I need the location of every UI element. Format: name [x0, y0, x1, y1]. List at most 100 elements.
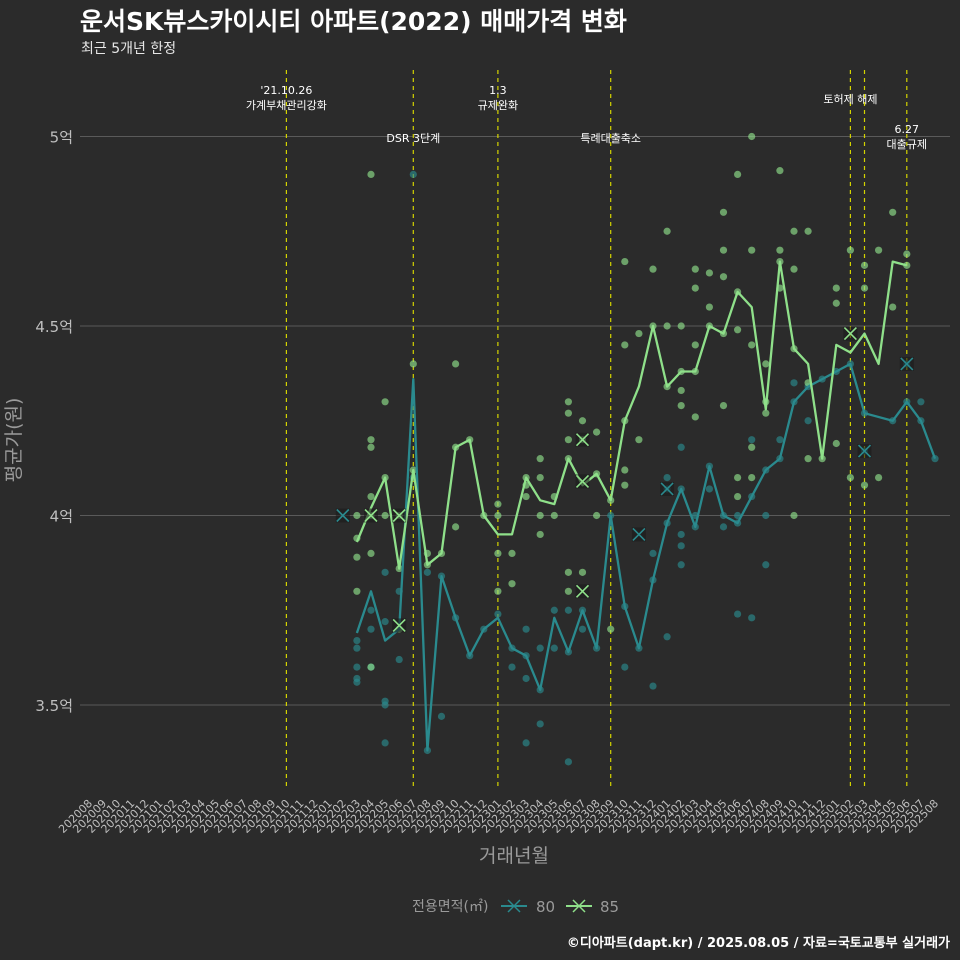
- data-point: [381, 697, 389, 705]
- data-point: [367, 549, 375, 558]
- data-point: [748, 132, 756, 141]
- data-point: [353, 663, 361, 671]
- y-tick-label: 3.5억: [35, 697, 73, 715]
- cross-marker: [575, 474, 590, 488]
- data-point: [423, 568, 431, 576]
- data-point: [381, 568, 389, 576]
- data-point: [776, 246, 784, 254]
- data-point: [564, 409, 573, 417]
- legend-key-85: [566, 899, 592, 913]
- data-point: [536, 644, 544, 652]
- axis-layer: 3.5억4억4.5억5억2020082020092020102020112020…: [35, 129, 941, 836]
- data-point: [748, 436, 756, 444]
- data-point: [776, 436, 784, 444]
- data-point: [367, 492, 375, 501]
- data-point: [353, 511, 361, 520]
- data-point: [536, 474, 544, 482]
- data-point: [719, 523, 728, 531]
- data-point: [762, 561, 770, 569]
- data-point: [748, 474, 756, 482]
- data-point: [860, 284, 869, 292]
- data-point: [536, 455, 544, 463]
- legend-label-80: 80: [536, 898, 555, 916]
- data-point: [734, 492, 742, 501]
- data-point: [437, 712, 446, 720]
- series-line-85: [355, 260, 908, 570]
- data-point: [550, 511, 558, 520]
- y-tick-label: 4억: [50, 508, 73, 526]
- data-point: [367, 663, 375, 671]
- data-point: [846, 246, 855, 254]
- cross-marker: [857, 444, 872, 458]
- legend-label-85: 85: [600, 898, 619, 916]
- data-point: [691, 413, 699, 421]
- data-point: [564, 568, 573, 576]
- data-point: [748, 443, 756, 451]
- data-point: [776, 167, 784, 175]
- legend: 전용면적(㎡) 80 85: [412, 898, 619, 916]
- data-point: [381, 398, 389, 406]
- data-point: [621, 663, 629, 671]
- data-point: [353, 587, 361, 595]
- data-point: [875, 246, 883, 254]
- y-tick-label: 5억: [50, 129, 73, 147]
- data-point: [452, 523, 460, 531]
- data-point: [734, 326, 742, 334]
- data-point: [494, 500, 502, 508]
- event-label: DSR 3단계: [386, 132, 440, 145]
- event-label: '21.10.26: [260, 84, 312, 97]
- data-point: [677, 443, 685, 451]
- data-point: [578, 625, 587, 633]
- data-point: [367, 443, 375, 451]
- data-point: [353, 644, 361, 652]
- data-point: [663, 474, 671, 482]
- data-point: [367, 436, 375, 444]
- grid-layer: [80, 136, 950, 706]
- series-line-80: [355, 362, 937, 752]
- data-point: [860, 481, 869, 489]
- cross-marker: [843, 327, 857, 341]
- data-point: [748, 341, 756, 349]
- data-point: [381, 618, 389, 626]
- data-point: [564, 758, 573, 766]
- data-point: [790, 511, 798, 520]
- cross-marker: [632, 527, 646, 542]
- data-point: [691, 265, 699, 273]
- data-point: [663, 322, 671, 330]
- data-point: [508, 580, 516, 588]
- data-point: [564, 606, 573, 614]
- legend-key-80: [501, 899, 527, 913]
- data-point: [790, 227, 798, 235]
- data-point: [564, 398, 573, 406]
- cross-marker: [900, 357, 914, 371]
- event-label: 규제완화: [478, 99, 518, 112]
- data-point: [832, 439, 840, 448]
- data-point: [353, 678, 361, 686]
- data-point: [564, 587, 573, 595]
- data-point: [762, 409, 770, 417]
- data-point: [677, 530, 685, 539]
- event-label: 대출규제: [887, 138, 927, 151]
- data-point: [536, 530, 544, 539]
- data-point: [832, 284, 840, 292]
- data-point: [508, 663, 516, 671]
- data-point: [705, 303, 714, 311]
- cross-marker: [575, 433, 590, 447]
- data-point: [593, 428, 601, 436]
- data-point: [621, 466, 629, 474]
- data-point: [649, 265, 657, 273]
- data-point: [508, 549, 516, 558]
- data-point: [536, 720, 544, 728]
- y-tick-label: 4.5억: [35, 318, 73, 336]
- data-point: [409, 170, 417, 178]
- data-point: [860, 261, 869, 269]
- data-point: [734, 610, 742, 618]
- data-point: [846, 474, 855, 482]
- data-point: [593, 511, 601, 520]
- data-point: [381, 739, 389, 747]
- data-point: [494, 587, 502, 595]
- data-point: [353, 553, 361, 561]
- data-point: [677, 542, 685, 550]
- data-point: [621, 341, 629, 349]
